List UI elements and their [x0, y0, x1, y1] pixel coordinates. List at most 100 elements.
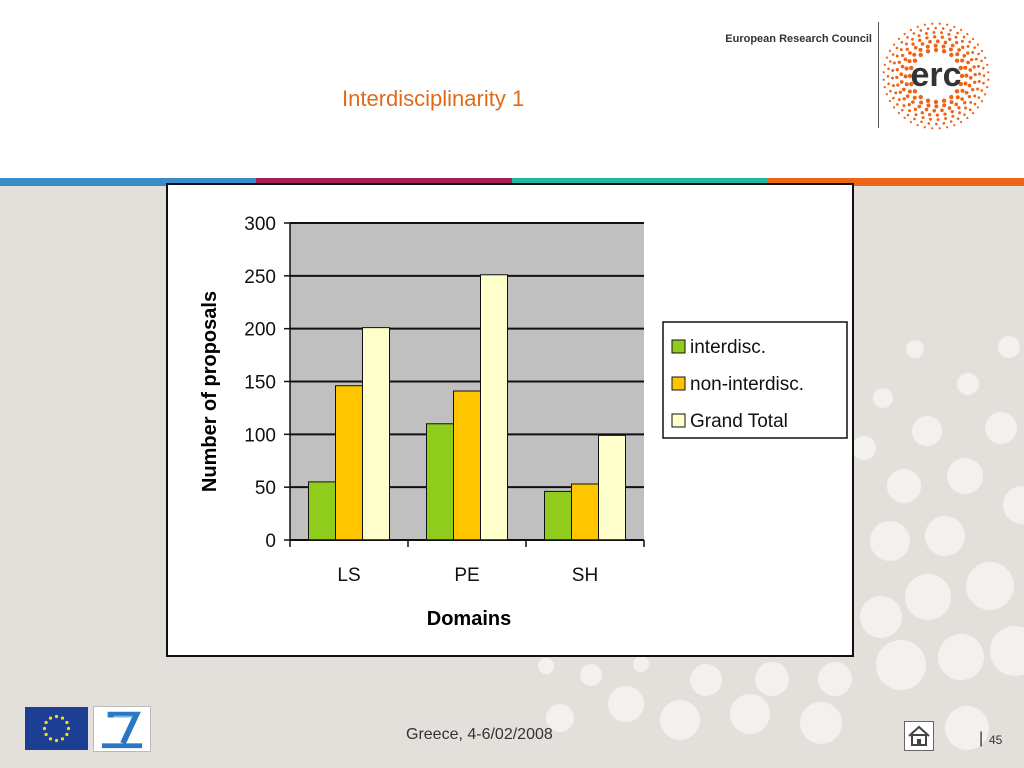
erc-logo-dot [891, 53, 895, 56]
erc-logo-dot [927, 122, 931, 125]
erc-logo-dot [906, 36, 909, 39]
chart-legend: interdisc. non-interdisc. Grand Total [662, 321, 848, 439]
erc-logo-dot [912, 58, 918, 63]
erc-logo-dot [932, 30, 936, 34]
legend-box [662, 321, 848, 439]
erc-logo-dot [977, 64, 981, 68]
erc-logo-dot [904, 82, 909, 87]
erc-logo-dot [973, 46, 976, 49]
erc-logo-dot [951, 114, 955, 118]
erc-logo-dot [949, 120, 953, 123]
decor-dot [818, 662, 852, 696]
erc-logo-dot [903, 32, 906, 36]
erc-logo-dot [982, 74, 986, 77]
erc-logo-dot [967, 94, 972, 99]
erc-logo-dot [904, 66, 909, 71]
eu-star [54, 714, 59, 719]
erc-logo-dot [909, 81, 914, 87]
erc-logo-dot [887, 67, 890, 71]
y-tick-label: 100 [244, 425, 276, 446]
erc-logo-dot [882, 71, 885, 74]
erc-logo-dot [911, 42, 915, 46]
home-button[interactable] [904, 721, 934, 751]
stripe-magenta [256, 178, 512, 186]
erc-logo-dot [894, 91, 898, 95]
erc-logo-dot [912, 95, 917, 100]
erc-logo-dot [911, 100, 915, 104]
decor-dot [755, 662, 789, 696]
eu-star [44, 720, 48, 725]
erc-logo-dot [897, 60, 901, 64]
erc-logo-dot [964, 90, 969, 95]
erc-logo-dot [977, 52, 980, 56]
erc-logo-dot [933, 43, 938, 48]
erc-logo-dot [913, 45, 918, 50]
erc-logo-dot [977, 80, 981, 84]
erc-logo-dot [926, 27, 930, 30]
erc-logo-dot [926, 103, 931, 108]
legend-swatch [671, 376, 686, 391]
erc-logo-dot [918, 52, 923, 58]
erc-logo-dot [954, 102, 959, 107]
erc-logo-dot [928, 113, 932, 117]
erc-logo-dot [980, 49, 984, 53]
footer-location-date: Greece, 4-6/02/2008 [406, 726, 553, 743]
erc-logo-dot [968, 68, 973, 72]
decor-dot [945, 706, 989, 750]
erc-logo-dot [919, 29, 923, 32]
erc-logo-dot [959, 73, 965, 79]
erc-logo-dot [896, 103, 899, 106]
erc-logo-dot [978, 72, 982, 76]
erc-logo-dot [907, 73, 913, 79]
erc-logo-dot [920, 111, 924, 115]
erc-logo-dot [883, 85, 886, 89]
erc-logo-dot [910, 37, 914, 41]
erc-logo-dot [895, 68, 899, 72]
erc-logo-dot [956, 31, 959, 35]
erc-logo-dot [900, 53, 905, 58]
erc-logo-dot [971, 111, 975, 115]
erc-logo-dot [987, 71, 990, 74]
page-separator: | [979, 730, 984, 747]
erc-logo-dot [971, 50, 975, 54]
erc-logo-dot [918, 94, 923, 100]
erc-logo-dot [960, 28, 963, 32]
eu-star [60, 716, 65, 720]
erc-logo-dot [974, 57, 978, 61]
decor-dot [608, 686, 644, 722]
erc-logo-dot [941, 44, 946, 49]
erc-logo-dot [897, 98, 901, 102]
erc-logo-dot [932, 35, 937, 39]
erc-logo-dot [896, 83, 900, 87]
decor-dot [870, 521, 910, 561]
erc-logo-dot [932, 108, 937, 113]
erc-logo-dot [963, 113, 966, 116]
legend-label: non-interdisc. [690, 374, 804, 395]
erc-logo-dot [983, 93, 987, 96]
erc-logo-dot [885, 56, 889, 59]
eu-star [65, 732, 69, 737]
erc-logo-dot [949, 28, 952, 32]
logo-divider [878, 22, 879, 128]
slide-header [0, 0, 1024, 178]
eu-star [66, 726, 71, 731]
erc-logo-dot [897, 111, 901, 115]
legend-swatch [671, 413, 686, 428]
erc-logo-dot [976, 87, 980, 91]
decor-dot [905, 574, 951, 620]
y-axis-label: Number of proposals [199, 291, 221, 492]
bar [480, 274, 508, 541]
erc-logo-dot [912, 52, 917, 57]
bar [335, 385, 363, 541]
erc-logo-dot [971, 88, 975, 92]
decor-dot [985, 412, 1017, 444]
erc-logo-dot [918, 38, 922, 42]
erc-logo-dot [900, 40, 904, 44]
erc-logo-dot [960, 58, 965, 63]
decor-dot [730, 694, 770, 734]
erc-logo-dot [885, 93, 889, 96]
erc-logo-dot [902, 87, 906, 92]
erc-logo-dot [958, 65, 963, 71]
erc-logo-dot [912, 89, 918, 94]
erc-logo-dot [955, 95, 960, 100]
